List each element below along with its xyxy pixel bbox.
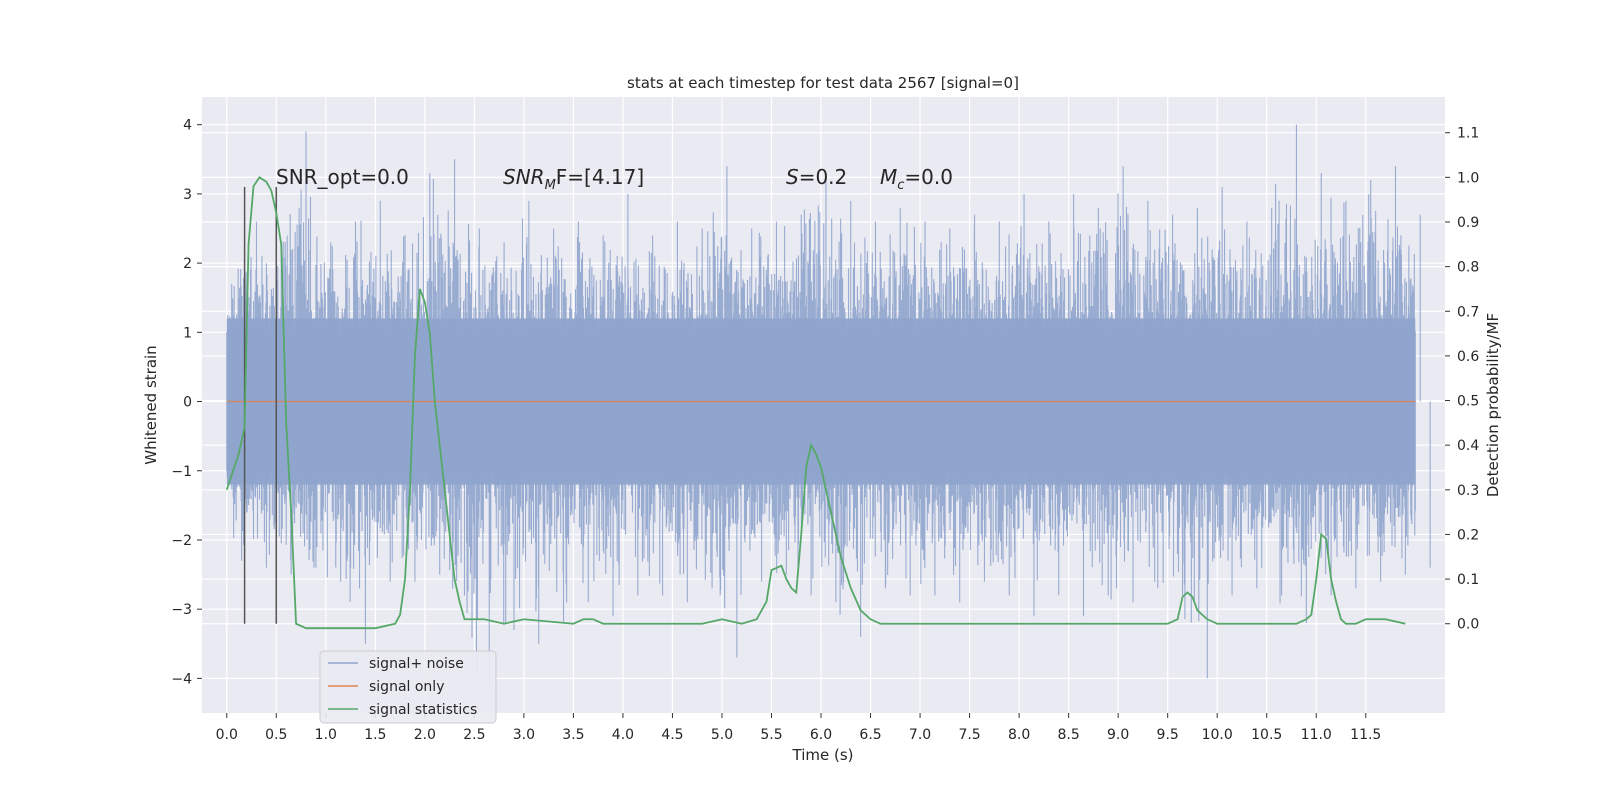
y2-tick-label: 0.0 <box>1457 617 1479 633</box>
x-axis-label: Time (s) <box>792 746 854 764</box>
y2-tick-label: 0.3 <box>1457 483 1479 499</box>
x-tick-label: 10.5 <box>1251 727 1282 743</box>
annotation-s-value: =0.2 <box>799 165 848 189</box>
x-tick-label: 11.5 <box>1350 727 1381 743</box>
legend-label-statistics: signal statistics <box>369 702 477 718</box>
y-tick-label: 0 <box>183 395 192 411</box>
x-tick-label: 7.0 <box>909 727 931 743</box>
y-tick-label: −4 <box>171 671 192 687</box>
legend-label-signal-only: signal only <box>369 679 444 695</box>
chart-title: stats at each timestep for test data 256… <box>627 74 1019 92</box>
y-tick-label: 1 <box>183 325 192 341</box>
series-layer <box>225 124 1431 686</box>
annotation-s: S=0.2 <box>786 165 847 189</box>
y2-tick-label: 0.7 <box>1457 304 1479 320</box>
x-tick-label: 0.5 <box>265 727 287 743</box>
annotation-snr-opt: SNR_opt=0.0 <box>276 165 409 189</box>
y2-tick-label: 0.4 <box>1457 438 1479 454</box>
y2-tick-label: 1.0 <box>1457 170 1479 186</box>
y2-tick-label: 0.9 <box>1457 215 1479 231</box>
x-tick-label: 6.5 <box>859 727 881 743</box>
y2-tick-label: 0.5 <box>1457 394 1479 410</box>
x-tick-label: 1.5 <box>364 727 386 743</box>
x-tick-label: 9.5 <box>1157 727 1179 743</box>
annotations: SNR_opt=0.0 SNRMF=[4.17] S=0.2 Mc=0.0 <box>276 165 953 193</box>
y2-axis-label: Detection probability/MF <box>1484 313 1502 497</box>
y2-tick-label: 0.6 <box>1457 349 1479 365</box>
noise-series <box>226 124 1431 686</box>
x-tick-label: 2.5 <box>463 727 485 743</box>
annotation-mc-sub: c <box>897 178 904 193</box>
annotation-mc-var: M <box>880 165 897 189</box>
x-tick-label: 5.5 <box>760 727 782 743</box>
x-tick-label: 4.5 <box>661 727 683 743</box>
legend: signal+ noise signal only signal statist… <box>319 650 497 724</box>
annotation-mc: Mc=0.0 <box>880 165 953 193</box>
y2-tick-label: 0.2 <box>1457 527 1479 543</box>
y-tick-label: −1 <box>171 464 192 480</box>
y-tick-label: 3 <box>183 187 192 203</box>
x-tick-label: 9.0 <box>1107 727 1129 743</box>
legend-label-noise: signal+ noise <box>369 656 464 672</box>
y-tick-label: −3 <box>171 602 192 618</box>
x-tick-label: 6.0 <box>810 727 832 743</box>
x-tick-label: 4.0 <box>612 727 634 743</box>
annotation-snr-mf-base: SNR <box>503 165 545 189</box>
y2-tick-label: 1.1 <box>1457 126 1479 142</box>
annotation-mc-value: =0.0 <box>904 165 953 189</box>
x-tick-label: 8.0 <box>1008 727 1030 743</box>
y-tick-label: 4 <box>183 118 192 134</box>
y2-tick-label: 0.1 <box>1457 572 1479 588</box>
statistics-series <box>225 176 1406 630</box>
x-tick-label: 3.0 <box>513 727 535 743</box>
x-tick-label: 5.0 <box>711 727 733 743</box>
x-tick-label: 8.5 <box>1058 727 1080 743</box>
annotation-snr-mf-rest: F=[4.17] <box>556 165 644 189</box>
x-tick-label: 0.0 <box>216 727 238 743</box>
annotation-snr-mf: SNRMF=[4.17] <box>503 165 644 193</box>
x-tick-label: 7.5 <box>958 727 980 743</box>
x-tick-label: 10.0 <box>1202 727 1233 743</box>
x-tick-label: 3.5 <box>562 727 584 743</box>
y-tick-label: −2 <box>171 533 192 549</box>
annotation-snr-mf-sub: M <box>545 178 556 193</box>
y-axis-label: Whitened strain <box>142 345 160 464</box>
x-tick-label: 1.0 <box>315 727 337 743</box>
annotation-s-var: S <box>786 165 799 189</box>
x-tick-label: 11.0 <box>1301 727 1332 743</box>
x-tick-label: 2.0 <box>414 727 436 743</box>
y-tick-label: 2 <box>183 256 192 272</box>
y2-tick-label: 0.8 <box>1457 260 1479 276</box>
tick-labels: 0.0 0.5 1.0 1.5 2.0 2.5 3.0 3.5 4.0 4.5 5.0 5.5 6.0 6… <box>171 118 1479 743</box>
legend-box <box>319 650 497 724</box>
